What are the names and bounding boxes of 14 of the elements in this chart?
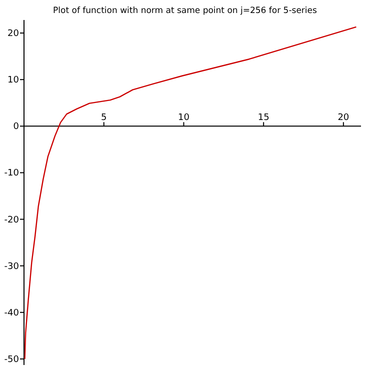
x-tick-label: 15 — [258, 113, 270, 124]
y-tick-label: 20 — [8, 29, 20, 40]
y-tick-label: 0 — [13, 122, 20, 132]
y-tick-label: -30 — [4, 262, 20, 272]
y-tick-label: -50 — [4, 354, 20, 365]
line-series — [24, 26, 357, 360]
y-tick-label: 10 — [8, 76, 20, 86]
y-tick-label: -10 — [4, 168, 20, 179]
x-tick-label: 5 — [100, 113, 107, 124]
x-tick-label: 10 — [178, 113, 190, 124]
y-tick-label: -40 — [4, 308, 20, 318]
chart-title: Plot of function with norm at same point on j=256 for 5-series — [53, 6, 318, 16]
x-tick-label: 20 — [338, 113, 350, 124]
y-tick-label: -20 — [4, 215, 20, 226]
